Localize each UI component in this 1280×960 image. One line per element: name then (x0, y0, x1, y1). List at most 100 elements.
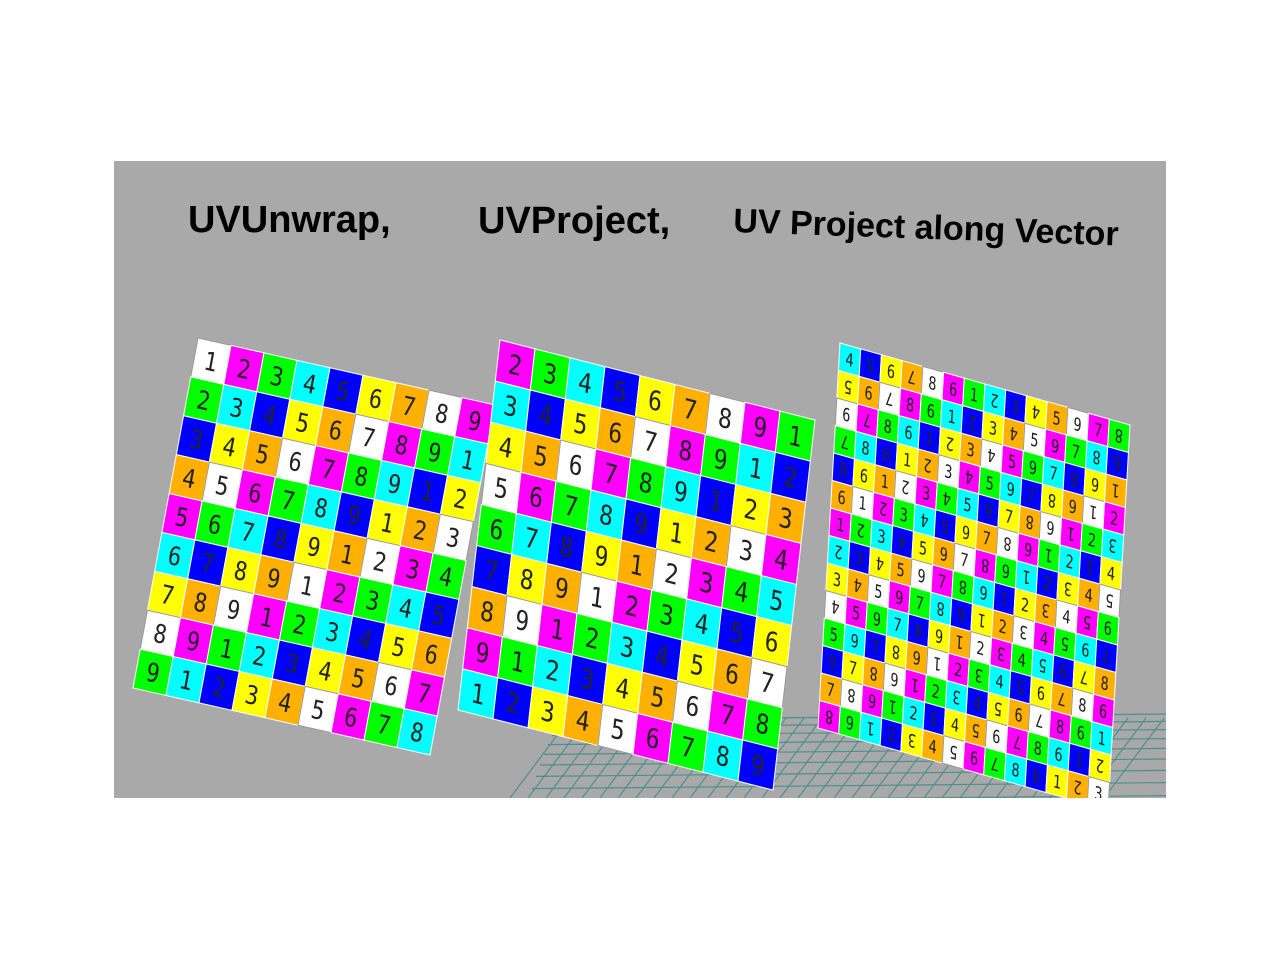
texture-digit: 4 (537, 398, 554, 432)
texture-digit: 6 (1051, 434, 1060, 457)
texture-digit: 5 (941, 515, 950, 538)
texture-digit: 1 (338, 539, 356, 572)
texture-digit: 8 (905, 393, 914, 416)
texture-digit: 5 (609, 713, 626, 747)
texture-digit: 6 (850, 629, 859, 652)
texture-digit: 7 (990, 752, 999, 775)
textured-plane: 4567891234567856789123456789678912345678… (818, 343, 1130, 798)
texture-digit: 5 (309, 694, 327, 727)
texture-digit: 1 (866, 717, 875, 740)
texture-digit: 9 (949, 377, 958, 400)
texture-digit: 5 (689, 648, 706, 682)
texture-digit: 2 (782, 461, 799, 495)
texture-digit: 6 (1073, 412, 1082, 435)
texture-digit: 8 (1078, 694, 1087, 717)
texture-digit: 8 (191, 587, 209, 620)
texture-digit: 1 (911, 674, 920, 697)
texture-digit: 1 (947, 405, 956, 428)
texture-digit: 2 (210, 672, 228, 705)
texture-digit: 7 (1102, 644, 1111, 667)
texture-digit: 5 (173, 501, 191, 534)
texture-digit: 8 (714, 739, 731, 773)
texture-digit: 1 (1052, 770, 1061, 793)
texture-digit: 7 (1049, 462, 1058, 485)
texture-digit: 9 (1076, 720, 1085, 743)
texture-digit: 7 (682, 393, 699, 427)
texture-digit: 5 (963, 493, 972, 516)
texture-digit: 6 (895, 585, 904, 608)
texture-digit: 6 (961, 520, 970, 543)
texture-digit: 9 (264, 563, 282, 596)
texture-digit: 9 (184, 625, 202, 658)
texture-digit: 6 (342, 702, 360, 735)
texture-digit: 3 (1019, 620, 1028, 643)
texture-digit: 7 (679, 731, 696, 765)
texture-digit: 7 (1004, 505, 1013, 528)
texture-digit: 3 (187, 424, 205, 457)
texture-digit: 8 (677, 434, 694, 468)
texture-digit: 6 (684, 689, 701, 723)
texture-digit: 7 (1035, 709, 1044, 732)
texture-digit: 1 (858, 492, 867, 515)
texture-digit: 8 (981, 554, 990, 577)
texture-digit: 5 (1030, 428, 1039, 451)
texture-digit: 6 (1103, 617, 1112, 640)
texture-digit: 2 (998, 615, 1007, 638)
texture-digit: 3 (930, 707, 939, 730)
texture-digit: 3 (658, 598, 675, 632)
texture-digit: 2 (544, 654, 561, 688)
texture-digit: 6 (992, 725, 1001, 748)
texture-digit: 9 (514, 604, 531, 638)
texture-digit: 1 (1089, 500, 1098, 523)
texture-digit: 6 (842, 403, 851, 426)
texture-digit: 9 (904, 420, 913, 443)
texture-digit: 8 (1055, 715, 1064, 738)
texture-digit: 7 (840, 430, 849, 453)
texture-digit: 8 (1011, 758, 1020, 781)
texture-digit: 8 (754, 707, 771, 741)
texture-digit: 9 (425, 437, 443, 470)
texture-digit: 4 (942, 487, 951, 510)
texture-digit: 1 (902, 448, 911, 471)
texture-digit: 3 (1011, 395, 1020, 418)
floor-line (524, 809, 1166, 815)
texture-digit: 3 (907, 729, 916, 752)
texture-digit: 3 (619, 631, 636, 665)
texture-digit: 6 (1059, 660, 1068, 683)
texture-digit: 7 (563, 489, 580, 523)
texture-digit: 8 (928, 372, 937, 395)
texture-digit: 2 (703, 525, 720, 559)
texture-digit: 4 (260, 400, 278, 433)
texture-digit: 7 (198, 548, 216, 581)
texture-digit: 8 (637, 466, 654, 500)
texture-digit: 6 (984, 499, 993, 522)
floor-line (516, 839, 1166, 845)
texture-digit: 6 (367, 383, 385, 416)
texture-digit: 5 (1038, 654, 1047, 677)
texture-digit: 2 (742, 493, 759, 527)
texture-digit: 7 (885, 387, 894, 410)
texture-digit: 3 (268, 361, 286, 394)
texture-digit: 7 (960, 548, 969, 571)
texture-digit: 9 (305, 531, 323, 564)
texture-digit: 9 (912, 647, 921, 670)
texture-digit: 4 (497, 431, 514, 465)
texture-digit: 8 (151, 618, 169, 651)
texture-digit: 6 (1028, 455, 1037, 478)
texture-digit: 9 (867, 690, 876, 713)
texture-digit: 6 (1014, 703, 1023, 726)
texture-digit: 6 (763, 625, 780, 659)
texture-digit: 4 (965, 465, 974, 488)
texture-digit: 6 (326, 414, 344, 447)
texture-digit: 3 (227, 392, 245, 425)
texture-digit: 5 (253, 438, 271, 471)
texture-digit: 2 (879, 497, 888, 520)
texture-digit: 1 (955, 630, 964, 653)
texture-digit: 2 (504, 686, 521, 720)
texture-digit: 8 (231, 555, 249, 588)
texture-digit: 1 (378, 507, 396, 540)
texture-digit: 5 (949, 740, 958, 763)
texture-digit: 6 (872, 607, 881, 630)
texture-digit: 1 (933, 652, 942, 675)
texture-digit: 3 (899, 503, 908, 526)
